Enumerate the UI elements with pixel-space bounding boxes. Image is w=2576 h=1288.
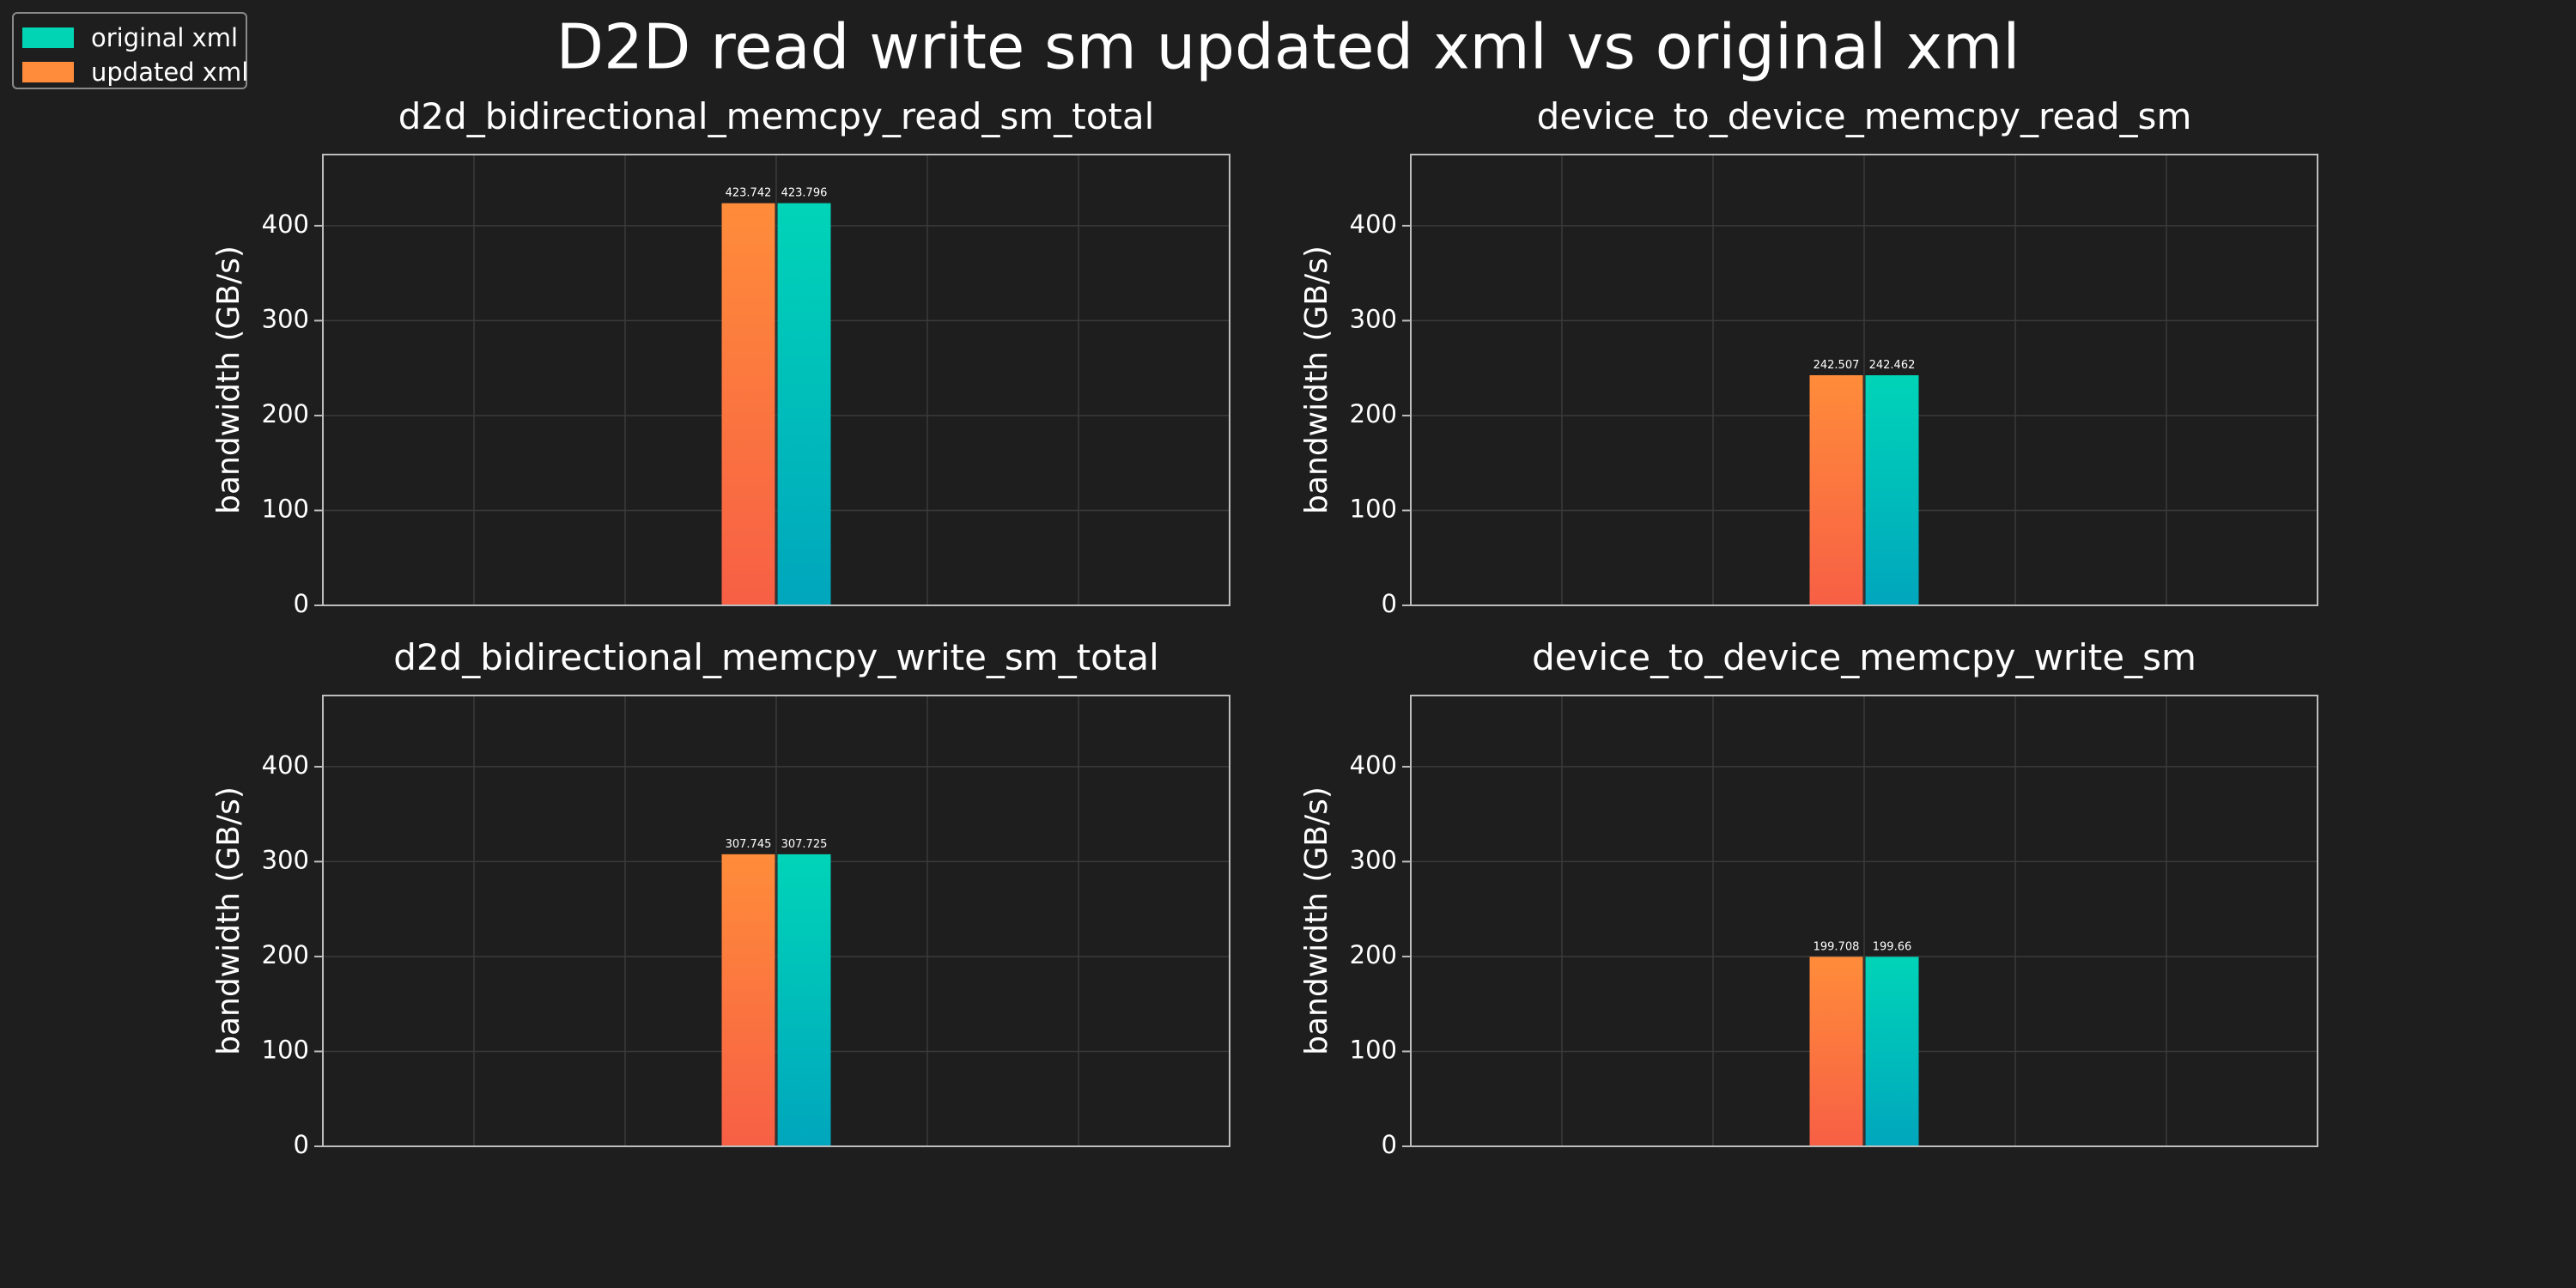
y-tick-label: 100 bbox=[262, 494, 309, 523]
legend-item-original: original xml bbox=[22, 22, 238, 53]
bar-updated-xml bbox=[1809, 957, 1863, 1146]
data-label: 199.708 bbox=[1814, 940, 1860, 953]
chart-title: d2d_bidirectional_memcpy_read_sm_total bbox=[398, 95, 1155, 137]
bar-updated-xml bbox=[1809, 374, 1863, 605]
chart-panel-2: device_to_device_memcpy_read_sm 0 100 200 30… bbox=[1299, 95, 2318, 618]
axes-frame bbox=[322, 154, 1230, 606]
y-tick-label: 0 bbox=[294, 1130, 309, 1159]
axes-frame bbox=[322, 695, 1230, 1147]
data-label: 199.66 bbox=[1873, 940, 1912, 953]
data-label: 307.745 bbox=[726, 838, 772, 851]
y-tick-label: 200 bbox=[1350, 940, 1397, 969]
legend-label-updated: updated xml bbox=[91, 58, 249, 87]
legend-swatch-original bbox=[22, 27, 74, 48]
y-axis-label: bandwidth (GB/s) bbox=[1299, 787, 1334, 1055]
y-tick-label: 100 bbox=[1350, 494, 1397, 523]
axes-frame bbox=[1410, 154, 2318, 606]
y-tick-label: 400 bbox=[1350, 210, 1397, 239]
data-label: 307.725 bbox=[781, 838, 828, 851]
y-axis-label: bandwidth (GB/s) bbox=[1299, 246, 1334, 514]
y-tick-label: 400 bbox=[1350, 750, 1397, 780]
y-tick-label: 100 bbox=[1350, 1035, 1397, 1064]
y-tick-label: 0 bbox=[1382, 1130, 1397, 1159]
y-tick-label: 0 bbox=[1382, 589, 1397, 618]
bar-original-xml bbox=[1865, 957, 1919, 1146]
y-tick-label: 300 bbox=[1350, 304, 1397, 333]
y-tick-label: 200 bbox=[262, 940, 309, 969]
y-tick-label: 400 bbox=[262, 750, 309, 780]
y-tick-label: 200 bbox=[262, 399, 309, 428]
bar-original-xml bbox=[777, 854, 831, 1146]
y-tick-label: 300 bbox=[262, 845, 309, 874]
chart-title: device_to_device_memcpy_write_sm bbox=[1532, 636, 2196, 678]
y-tick-label: 300 bbox=[1350, 845, 1397, 874]
charts-grid: d2d_bidirectional_memcpy_read_sm_total 0 1… bbox=[211, 95, 2318, 1159]
data-label: 423.796 bbox=[781, 187, 828, 200]
legend: original xml updated xml bbox=[12, 12, 248, 89]
data-label: 242.507 bbox=[1814, 359, 1860, 372]
data-label: 242.462 bbox=[1869, 359, 1916, 372]
chart-panel-3: d2d_bidirectional_memcpy_write_sm_total 0… bbox=[211, 636, 1230, 1159]
legend-item-updated: updated xml bbox=[22, 57, 248, 88]
data-label: 423.742 bbox=[726, 187, 772, 200]
y-axis-label: bandwidth (GB/s) bbox=[211, 787, 246, 1055]
figure-title: D2D read write sm updated xml vs origina… bbox=[556, 11, 2020, 83]
bar-original-xml bbox=[1865, 375, 1919, 605]
chart-title: d2d_bidirectional_memcpy_write_sm_total bbox=[393, 636, 1159, 678]
legend-label-original: original xml bbox=[91, 23, 239, 52]
chart-panel-1: d2d_bidirectional_memcpy_read_sm_total 0 1… bbox=[211, 95, 1230, 618]
chart-title: device_to_device_memcpy_read_sm bbox=[1537, 95, 2192, 137]
axes-frame bbox=[1410, 695, 2318, 1147]
bar-updated-xml bbox=[721, 854, 775, 1146]
legend-swatch-updated bbox=[22, 62, 74, 82]
y-tick-label: 0 bbox=[294, 589, 309, 618]
y-tick-label: 300 bbox=[262, 304, 309, 333]
bar-updated-xml bbox=[721, 203, 775, 606]
y-tick-label: 400 bbox=[262, 210, 309, 239]
y-tick-label: 200 bbox=[1350, 399, 1397, 428]
chart-panel-4: device_to_device_memcpy_write_sm 0 100 200 3… bbox=[1299, 636, 2318, 1159]
y-tick-label: 100 bbox=[262, 1035, 309, 1064]
y-axis-label: bandwidth (GB/s) bbox=[211, 246, 246, 514]
bar-original-xml bbox=[777, 203, 831, 606]
